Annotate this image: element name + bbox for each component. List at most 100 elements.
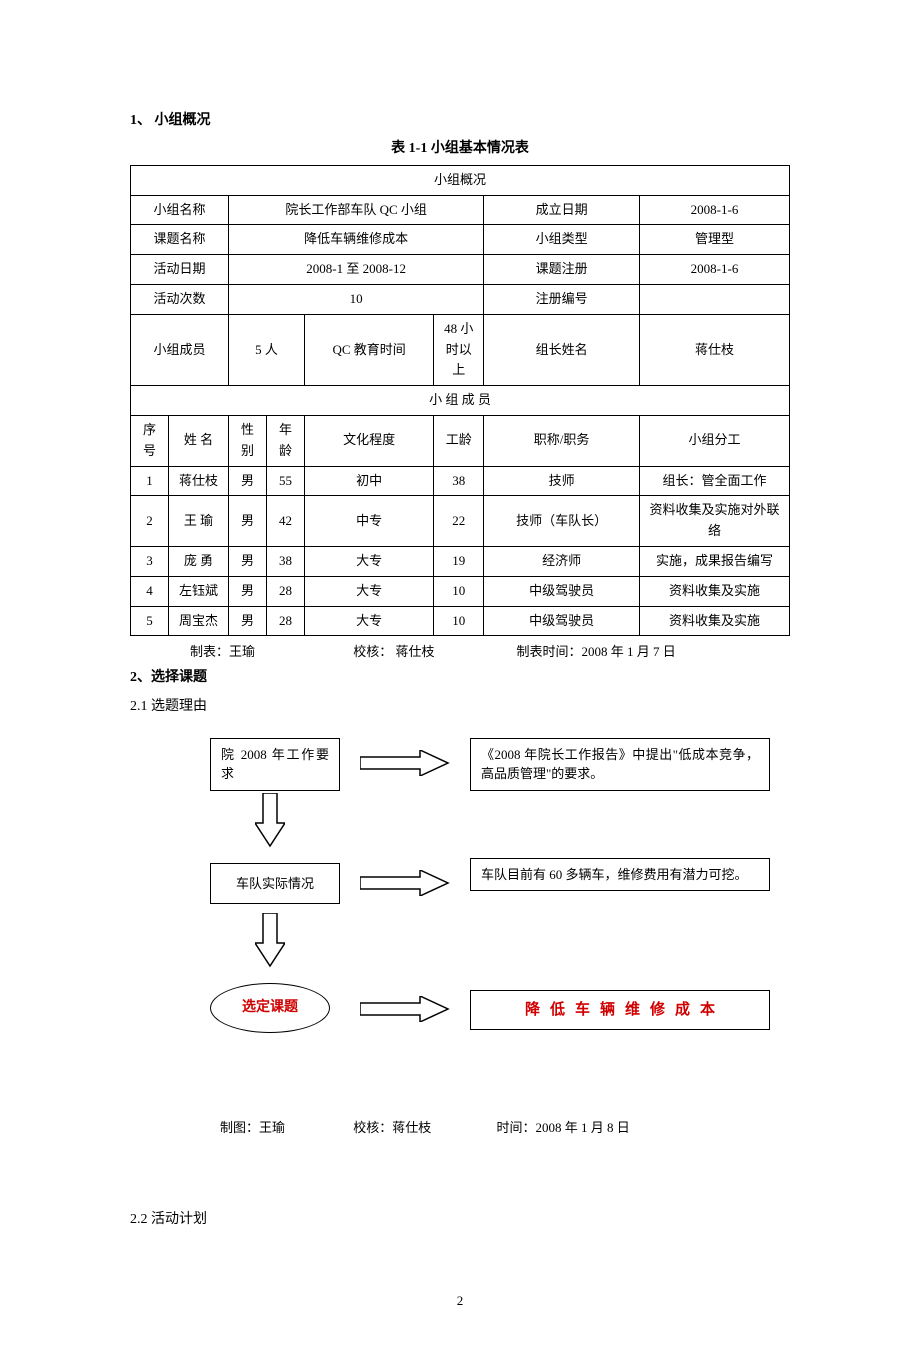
table-row: 活动日期 2008-1 至 2008-12 课题注册 2008-1-6 [131,255,790,285]
cell: 55 [267,466,305,496]
cell: 资料收集及实施对外联络 [640,496,790,547]
cell-label: 小组名称 [131,195,229,225]
table-time: 制表时间：2008 年 1 月 7 日 [517,642,676,663]
cell: 大专 [305,546,434,576]
cell: 蒋仕枝 [169,466,229,496]
table-footer: 制表：王瑜 校核： 蒋仕枝 制表时间：2008 年 1 月 7 日 [130,642,790,663]
cell: 男 [229,466,267,496]
cell: 19 [434,546,484,576]
cell-label: 小组成员 [131,314,229,385]
cell-value: 院长工作部车队 QC 小组 [229,195,484,225]
cell: 中专 [305,496,434,547]
cell: 2 [131,496,169,547]
cell: 技师 [484,466,640,496]
flow-box-requirement: 院 2008 年工作要求 [210,738,340,791]
table-row: 小组成员 5 人 QC 教育时间 48 小时以上 组长姓名 蒋仕枝 [131,314,790,385]
cell: 1 [131,466,169,496]
sub-2-2: 2.2 活动计划 [130,1209,790,1231]
cell: 10 [434,606,484,636]
flow-box-result: 降低车辆维修成本 [470,990,770,1031]
flow-ellipse-topic: 选定课题 [210,983,330,1033]
cell: 资料收集及实施 [640,576,790,606]
cell-label: 组长姓名 [484,314,640,385]
cell-label: 成立日期 [484,195,640,225]
summary-header-cell: 小组概况 [131,165,790,195]
summary-header-row: 小组概况 [131,165,790,195]
table-row: 活动次数 10 注册编号 [131,284,790,314]
col-header: 年龄 [267,415,305,466]
cell: 42 [267,496,305,547]
cell-label: 活动日期 [131,255,229,285]
col-header: 性别 [229,415,267,466]
result-text: 降低车辆维修成本 [525,1002,725,1018]
member-row: 3 庞 勇 男 38 大专 19 经济师 实施，成果报告编写 [131,546,790,576]
flow-footer: 制图：王瑜 校核：蒋仕枝 时间：2008 年 1 月 8 日 [220,1118,790,1139]
member-row: 4 左钰斌 男 28 大专 10 中级驾驶员 资料收集及实施 [131,576,790,606]
member-row: 2 王 瑜 男 42 中专 22 技师（车队长） 资料收集及实施对外联络 [131,496,790,547]
cell-value: 2008-1 至 2008-12 [229,255,484,285]
col-header: 工龄 [434,415,484,466]
topic-selection-flowchart: 院 2008 年工作要求 《2008 年院长工作报告》中提出"低成本竞争，高品质… [210,738,770,1098]
made-by: 制表：王瑜 [190,642,350,663]
cell-value: 蒋仕枝 [640,314,790,385]
cell: 28 [267,576,305,606]
flow-box-situation: 车队实际情况 [210,863,340,905]
cell: 男 [229,576,267,606]
arrow-right-icon [360,996,450,1022]
arrow-down-icon [255,793,285,848]
cell-label: QC 教育时间 [305,314,434,385]
flow-made-by: 制图：王瑜 [220,1118,350,1139]
ellipse-label: 选定课题 [242,997,298,1019]
page-number: 2 [130,1291,790,1312]
cell: 中级驾驶员 [484,606,640,636]
group-info-table: 小组概况 小组名称 院长工作部车队 QC 小组 成立日期 2008-1-6 课题… [130,165,790,637]
cell: 22 [434,496,484,547]
cell-value: 管理型 [640,225,790,255]
cell-value: 降低车辆维修成本 [229,225,484,255]
cell: 庞 勇 [169,546,229,576]
arrow-right-icon [360,750,450,776]
cell-label: 小组类型 [484,225,640,255]
col-header: 姓 名 [169,415,229,466]
col-header: 文化程度 [305,415,434,466]
members-columns-row: 序号 姓 名 性别 年龄 文化程度 工龄 职称/职务 小组分工 [131,415,790,466]
flow-time: 时间：2008 年 1 月 8 日 [497,1118,630,1139]
cell: 左钰斌 [169,576,229,606]
cell: 组长：管全面工作 [640,466,790,496]
flow-box-situation-detail: 车队目前有 60 多辆车，维修费用有潜力可挖。 [470,858,770,892]
cell: 男 [229,496,267,547]
members-header-row: 小 组 成 员 [131,386,790,416]
cell: 38 [267,546,305,576]
cell: 大专 [305,576,434,606]
cell: 初中 [305,466,434,496]
section-1-heading: 1、 小组概况 [130,110,790,132]
member-row: 1 蒋仕枝 男 55 初中 38 技师 组长：管全面工作 [131,466,790,496]
cell: 经济师 [484,546,640,576]
cell: 男 [229,606,267,636]
cell-label: 活动次数 [131,284,229,314]
cell-value: 48 小时以上 [434,314,484,385]
members-header-cell: 小 组 成 员 [131,386,790,416]
cell: 大专 [305,606,434,636]
section-2-heading: 2、选择课题 [130,667,790,689]
cell: 5 [131,606,169,636]
member-row: 5 周宝杰 男 28 大专 10 中级驾驶员 资料收集及实施 [131,606,790,636]
cell-value: 2008-1-6 [640,195,790,225]
cell-value [640,284,790,314]
table-row: 课题名称 降低车辆维修成本 小组类型 管理型 [131,225,790,255]
flow-checked-by: 校核：蒋仕枝 [353,1118,493,1139]
cell-value: 10 [229,284,484,314]
cell: 38 [434,466,484,496]
table-caption: 表 1-1 小组基本情况表 [130,138,790,160]
checked-by: 校核： 蒋仕枝 [353,642,513,663]
col-header: 小组分工 [640,415,790,466]
cell-value: 5 人 [229,314,305,385]
cell: 王 瑜 [169,496,229,547]
cell: 3 [131,546,169,576]
cell-label: 课题注册 [484,255,640,285]
arrow-right-icon [360,870,450,896]
cell: 周宝杰 [169,606,229,636]
cell: 中级驾驶员 [484,576,640,606]
cell: 技师（车队长） [484,496,640,547]
flow-box-requirement-detail: 《2008 年院长工作报告》中提出"低成本竞争，高品质管理"的要求。 [470,738,770,791]
